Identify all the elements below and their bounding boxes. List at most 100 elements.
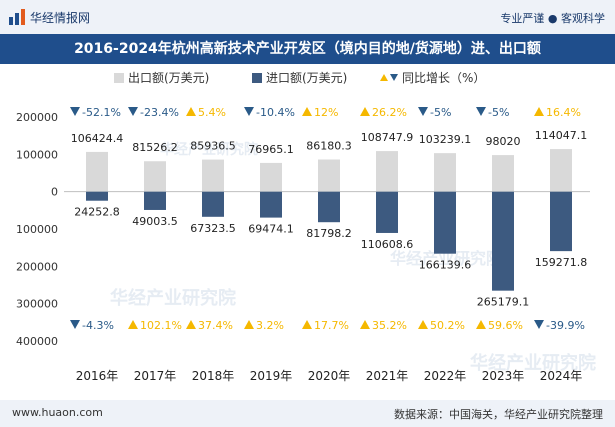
growth-down-triangle-icon — [534, 320, 544, 329]
export-value-label: 106424.4 — [71, 132, 124, 145]
x-axis: 2016年 2017年 2018年 2019年 2020年 2021年 2022年 2023年… — [76, 369, 583, 383]
import-bar — [492, 191, 514, 291]
export-bar — [492, 155, 514, 192]
growth-row: -52.1% -4.3% -23.4% 102.1% 5.4% 37.4% -10.4% 3.… — [70, 106, 585, 332]
brand-name: 华经情报网 — [30, 10, 91, 25]
growth-down-triangle-icon — [70, 107, 80, 116]
import-growth-label: 37.4% — [198, 319, 233, 332]
growth-up-triangle-icon — [186, 107, 196, 116]
growth-down-triangle-icon — [70, 320, 80, 329]
import-bar — [260, 191, 282, 218]
import-growth-label: 102.1% — [140, 319, 182, 332]
import-value-label: 81798.2 — [306, 227, 352, 240]
export-value-label: 85936.5 — [190, 140, 236, 153]
top-bar: 华经情报网 专业严谨 ● 客观科学 — [0, 0, 615, 34]
export-bar — [376, 151, 398, 192]
growth-up-triangle-icon — [186, 320, 196, 329]
watermark-text: 华经产业研究院 — [110, 287, 236, 309]
export-value-label: 114047.1 — [535, 129, 588, 142]
growth-up-triangle-icon — [534, 107, 544, 116]
legend: 出口额(万美元) 进口额(万美元) 同比增长（%） — [114, 71, 485, 85]
import-value-label: 110608.6 — [361, 238, 414, 251]
export-bar — [144, 161, 166, 192]
y-tick-label: 300000 — [16, 298, 58, 311]
data-labels: 106424.4 24252.8 81526.2 49003.5 85936.5 6732… — [71, 129, 588, 309]
legend-import-label: 进口额(万美元) — [266, 71, 347, 85]
growth-up-triangle-icon — [128, 320, 138, 329]
export-bar — [260, 162, 282, 192]
chart-title: 2016-2024年杭州高新技术产业开发区（境内目的地/货源地）进、出口额 — [74, 41, 541, 57]
export-growth-label: -5% — [488, 106, 509, 119]
export-bar — [202, 159, 224, 192]
import-value-label: 159271.8 — [535, 256, 588, 269]
growth-up-triangle-icon — [244, 320, 254, 329]
growth-up-triangle-icon — [476, 320, 486, 329]
legend-growth-label: 同比增长（%） — [402, 71, 485, 85]
y-tick-label: 400000 — [16, 335, 58, 348]
growth-up-triangle-icon — [302, 107, 312, 116]
export-growth-label: 16.4% — [546, 106, 581, 119]
legend-down-triangle-icon — [390, 74, 398, 81]
x-tick-label: 2021年 — [366, 369, 409, 383]
export-growth-label: -5% — [430, 106, 451, 119]
watermark-text: 华经产业研究院 — [470, 352, 596, 374]
x-tick-label: 2016年 — [76, 369, 119, 383]
import-growth-label: -4.3% — [82, 319, 114, 332]
import-growth-label: 35.2% — [372, 319, 407, 332]
x-tick-label: 2022年 — [424, 369, 467, 383]
import-bar — [434, 191, 456, 254]
export-bar — [86, 151, 108, 192]
growth-up-triangle-icon — [302, 320, 312, 329]
watermark-text: 华经产业研究院 — [390, 249, 502, 268]
growth-up-triangle-icon — [360, 320, 370, 329]
y-tick-label: 200000 — [16, 260, 58, 273]
x-tick-label: 2019年 — [250, 369, 293, 383]
import-bar — [376, 191, 398, 233]
export-growth-label: 5.4% — [198, 106, 226, 119]
import-growth-label: -39.9% — [546, 319, 585, 332]
y-tick-label: 100000 — [16, 223, 58, 236]
import-bar — [144, 191, 166, 210]
x-tick-label: 2017年 — [134, 369, 177, 383]
brand[interactable]: 华经情报网 — [8, 8, 90, 26]
website-link[interactable]: www.huaon.com — [12, 406, 103, 419]
export-growth-label: 26.2% — [372, 106, 407, 119]
import-value-label: 24252.8 — [74, 206, 120, 219]
x-tick-label: 2024年 — [540, 369, 583, 383]
import-bar — [202, 191, 224, 217]
bars — [86, 149, 572, 291]
export-value-label: 81526.2 — [132, 141, 178, 154]
export-growth-label: -10.4% — [256, 106, 295, 119]
import-value-label: 265179.1 — [477, 296, 530, 309]
y-tick-label: 200000 — [16, 111, 58, 124]
export-value-label: 108747.9 — [361, 131, 414, 144]
y-tick-label: 0 — [51, 186, 58, 199]
brand-logo-icon — [9, 9, 25, 25]
import-value-label: 49003.5 — [132, 215, 178, 228]
legend-import-swatch — [252, 73, 262, 83]
y-axis: 200000 100000 0 100000 200000 300000 400000 — [16, 111, 590, 348]
growth-down-triangle-icon — [418, 107, 428, 116]
export-bar — [434, 153, 456, 192]
legend-up-triangle-icon — [380, 74, 388, 81]
footer: www.huaon.com 数据来源：中国海关，华经产业研究院整理 — [0, 400, 615, 427]
export-bar — [318, 159, 340, 192]
export-bar — [550, 149, 572, 192]
growth-down-triangle-icon — [244, 107, 254, 116]
legend-export-swatch — [114, 73, 124, 83]
x-tick-label: 2020年 — [308, 369, 351, 383]
growth-up-triangle-icon — [360, 107, 370, 116]
growth-down-triangle-icon — [128, 107, 138, 116]
title-bar: 2016-2024年杭州高新技术产业开发区（境内目的地/货源地）进、出口额 — [0, 34, 615, 64]
import-growth-label: 50.2% — [430, 319, 465, 332]
export-value-label: 98020 — [486, 135, 521, 148]
export-value-label: 103239.1 — [419, 133, 472, 146]
import-growth-label: 17.7% — [314, 319, 349, 332]
export-growth-label: -52.1% — [82, 106, 121, 119]
import-value-label: 166139.6 — [419, 259, 472, 272]
import-value-label: 69474.1 — [248, 223, 294, 236]
x-tick-label: 2023年 — [482, 369, 525, 383]
chart: 出口额(万美元) 进口额(万美元) 同比增长（%） 华经产业研究院华经产业研究院… — [16, 71, 596, 383]
data-source: 数据来源：中国海关，华经产业研究院整理 — [394, 408, 603, 421]
